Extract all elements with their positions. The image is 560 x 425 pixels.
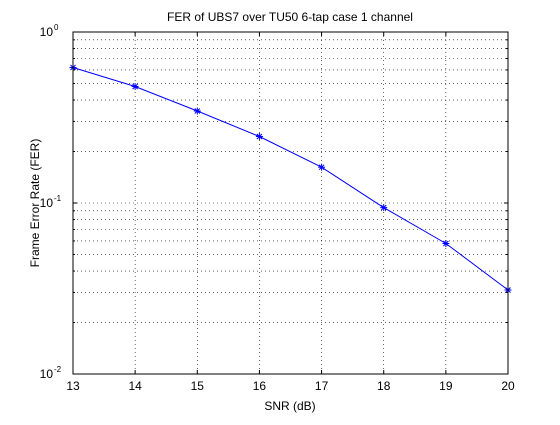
x-tick-label: 17	[315, 379, 329, 393]
x-tick-label: 16	[253, 379, 267, 393]
series-line	[72, 67, 509, 291]
data-point-marker	[380, 204, 388, 212]
y-tick-exponent: -1	[54, 194, 62, 203]
data-point-marker	[131, 83, 139, 90]
plot-area	[73, 32, 508, 374]
y-tick-label: 10	[40, 196, 54, 210]
x-tick-label: 19	[439, 379, 453, 393]
x-tick-label: 14	[128, 379, 142, 393]
y-axis-label: Frame Error Rate (FER)	[28, 139, 42, 268]
y-tick-exponent: 0	[54, 23, 59, 32]
data-point-marker	[442, 240, 450, 247]
data-point-marker	[318, 163, 326, 171]
y-tick-label: 10	[40, 25, 54, 39]
series-layer	[69, 64, 512, 294]
y-tick-exponent: -2	[54, 365, 62, 374]
data-point-marker	[193, 107, 201, 115]
grid	[73, 32, 508, 374]
y-tick-label: 10	[40, 367, 54, 381]
data-point-marker	[255, 133, 263, 140]
x-tick-label: 18	[377, 379, 391, 393]
x-axis-label: SNR (dB)	[264, 399, 315, 413]
x-tick-label: 13	[66, 379, 80, 393]
chart-title: FER of UBS7 over TU50 6-tap case 1 chann…	[167, 10, 413, 24]
x-tick-label: 15	[191, 379, 205, 393]
ticks	[72, 32, 509, 375]
x-tick-label: 20	[501, 379, 515, 393]
